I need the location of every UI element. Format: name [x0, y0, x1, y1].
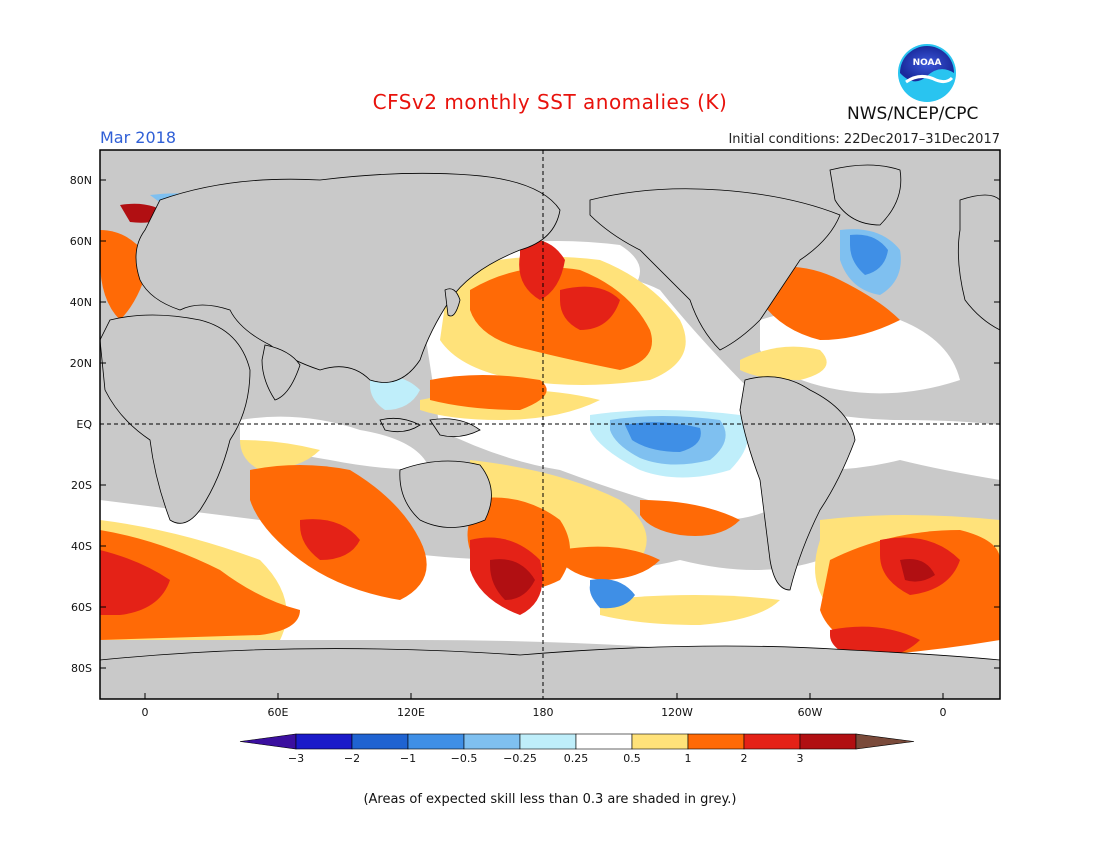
colorbar-swatch	[295, 733, 353, 750]
lat-label-60s: 60S	[71, 601, 92, 614]
noaa-logo-text: NOAA	[913, 58, 942, 68]
map-title: CFSv2 monthly SST anomalies (K)	[372, 90, 728, 114]
lat-label-80s: 80S	[71, 662, 92, 675]
colorbar: −3 −2 −1 −0.5 −0.25 0.25 0.5 1 2 3	[239, 733, 915, 765]
lon-label-60w: 60W	[798, 706, 823, 719]
colorbar-swatch	[351, 733, 409, 750]
colorbar-swatch	[575, 733, 633, 750]
colorbar-swatch	[463, 733, 521, 750]
latitude-axis: 80N 60N 40N 20N EQ 20S 40S 60S 80S	[70, 174, 1000, 675]
lat-label-20n: 20N	[70, 357, 92, 370]
colorbar-swatch	[799, 733, 857, 750]
anomaly-fields	[100, 193, 1000, 680]
skill-note: (Areas of expected skill less than 0.3 a…	[363, 792, 737, 807]
lon-label-180: 180	[533, 706, 554, 719]
colorbar-over-triangle	[855, 733, 915, 750]
colorbar-label: 0.25	[564, 752, 589, 765]
noaa-logo: NOAA	[898, 44, 956, 102]
lat-label-80n: 80N	[70, 174, 92, 187]
lon-label-120e: 120E	[397, 706, 425, 719]
land-masses	[99, 164, 1001, 700]
lon-label-60e: 60E	[268, 706, 289, 719]
colorbar-label: −0.25	[503, 752, 537, 765]
colorbar-label: −1	[400, 752, 416, 765]
lat-label-eq: EQ	[76, 418, 92, 431]
initial-conditions: Initial conditions: 22Dec2017–31Dec2017	[728, 132, 1000, 147]
lon-label-0-left: 0	[142, 706, 149, 719]
lon-label-0-right: 0	[940, 706, 947, 719]
colorbar-label: −2	[344, 752, 360, 765]
colorbar-label: −0.5	[451, 752, 478, 765]
lat-label-20s: 20S	[71, 479, 92, 492]
colorbar-label: −3	[288, 752, 304, 765]
lat-label-40s: 40S	[71, 540, 92, 553]
colorbar-label: 0.5	[623, 752, 641, 765]
lat-label-40n: 40N	[70, 296, 92, 309]
colorbar-swatch	[687, 733, 745, 750]
colorbar-swatch	[743, 733, 801, 750]
colorbar-label: 3	[797, 752, 804, 765]
lon-label-120w: 120W	[661, 706, 693, 719]
colorbar-label: 1	[685, 752, 692, 765]
forecast-month: Mar 2018	[100, 128, 176, 147]
lat-label-60n: 60N	[70, 235, 92, 248]
agency-label: NWS/NCEP/CPC	[847, 104, 979, 124]
colorbar-under-triangle	[239, 733, 297, 750]
longitude-axis: 0 60E 120E 180 120W 60W 0	[142, 693, 947, 719]
map-frame	[99, 149, 1001, 700]
colorbar-label: 2	[741, 752, 748, 765]
colorbar-swatch	[631, 733, 689, 750]
colorbar-swatch	[519, 733, 577, 750]
colorbar-swatch	[407, 733, 465, 750]
